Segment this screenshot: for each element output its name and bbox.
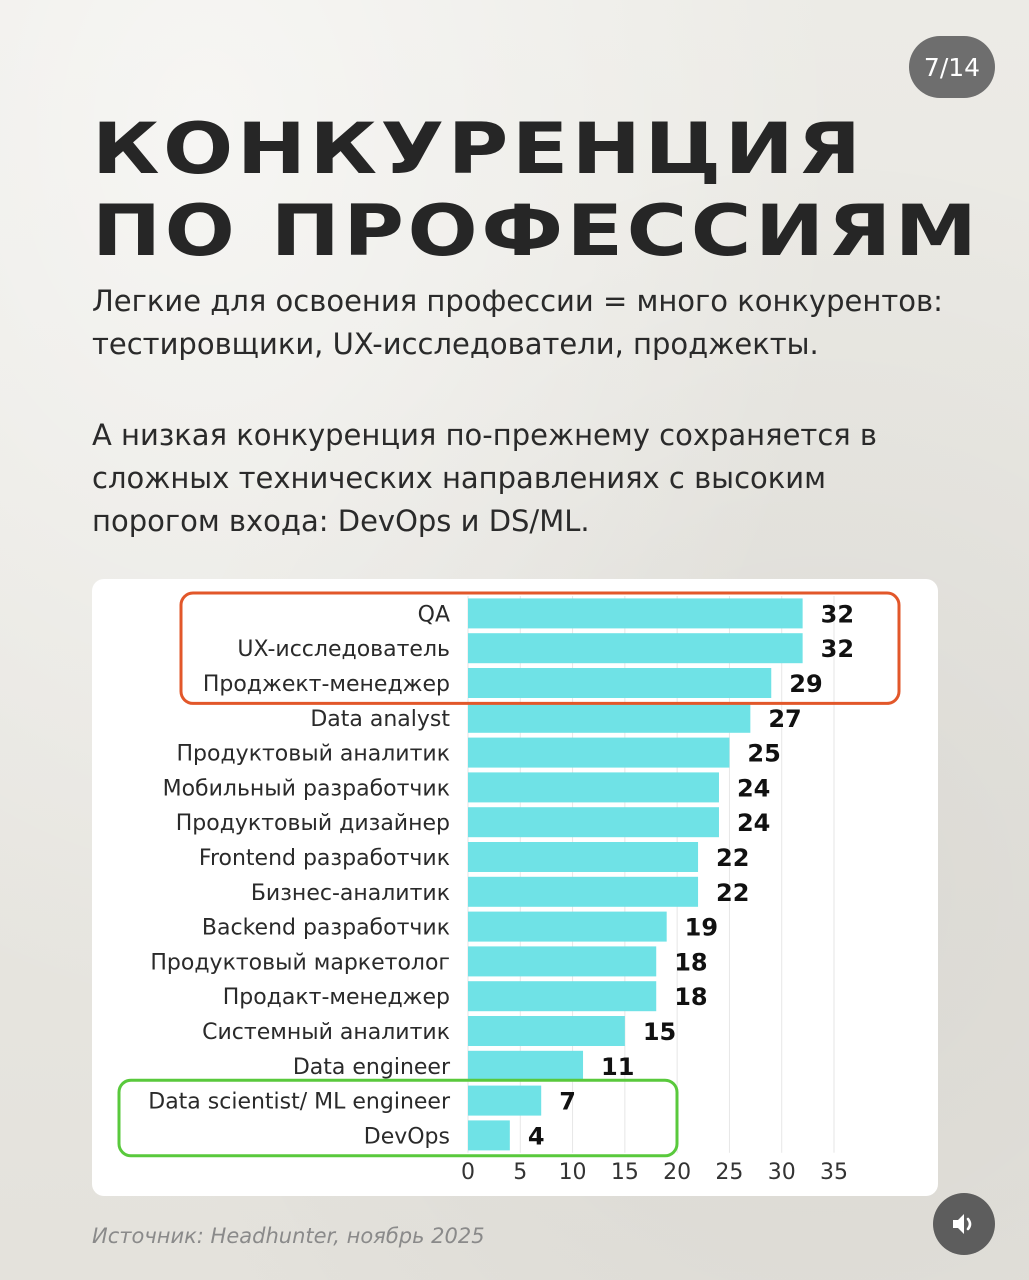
chart-card: QA 32 UX-исследователь 32 Проджект-менеджер 2… xyxy=(92,579,938,1196)
x-tick-label: 10 xyxy=(559,1160,587,1185)
value-label: 32 xyxy=(821,600,854,628)
sound-button[interactable] xyxy=(933,1193,995,1255)
value-label: 18 xyxy=(674,948,707,976)
detail-line-2: сложных технических направлениях с высок… xyxy=(92,461,827,495)
x-tick-label: 20 xyxy=(663,1160,691,1185)
value-label: 22 xyxy=(716,844,749,872)
bar xyxy=(468,1016,625,1046)
bar xyxy=(468,807,719,838)
value-label: 18 xyxy=(674,983,707,1011)
bar xyxy=(468,1085,542,1116)
bar xyxy=(468,946,657,977)
bar xyxy=(468,598,803,629)
detail-line-1: А низкая конкуренция по-прежнему сохраня… xyxy=(92,418,878,452)
value-label: 24 xyxy=(737,774,770,802)
bar xyxy=(468,876,699,907)
title-line-2: ПО ПРОФЕССИЯМ xyxy=(92,190,981,272)
value-label: 22 xyxy=(716,879,749,907)
bar xyxy=(468,668,772,698)
bar xyxy=(468,737,730,768)
category-label: Бизнес-аналитик xyxy=(251,881,450,906)
category-label: QA xyxy=(418,602,450,627)
category-label: Data analyst xyxy=(310,707,450,732)
category-label: Системный аналитик xyxy=(202,1020,450,1045)
detail-line-3: порогом входа: DevOps и DS/ML. xyxy=(92,504,590,538)
value-label: 19 xyxy=(685,914,718,942)
intro-paragraph: Легкие для освоения профессии = много ко… xyxy=(92,280,972,366)
source-caption: Источник: Headhunter, ноябрь 2025 xyxy=(92,1224,485,1248)
value-label: 29 xyxy=(789,670,822,698)
value-label: 7 xyxy=(559,1088,576,1116)
bar xyxy=(468,1120,510,1151)
page-title: КОНКУРЕНЦИЯ ПО ПРОФЕССИЯМ xyxy=(92,108,981,272)
value-label: 11 xyxy=(601,1053,634,1081)
value-label: 27 xyxy=(768,705,801,733)
value-label: 24 xyxy=(737,809,770,837)
category-label: Data scientist/ ML engineer xyxy=(148,1090,451,1115)
bar xyxy=(468,633,803,664)
value-label: 4 xyxy=(528,1122,545,1150)
x-tick-label: 15 xyxy=(611,1160,639,1185)
category-label: Проджект-менеджер xyxy=(203,672,450,697)
bar xyxy=(468,702,751,733)
x-tick-label: 25 xyxy=(715,1160,743,1185)
speaker-icon xyxy=(953,1214,972,1234)
category-label: DevOps xyxy=(364,1124,450,1149)
category-label: Продуктовый маркетолог xyxy=(150,950,450,975)
bar-chart: QA 32 UX-исследователь 32 Проджект-менеджер 2… xyxy=(117,591,901,1185)
category-label: Frontend разработчик xyxy=(199,846,450,871)
category-label: Мобильный разработчик xyxy=(163,776,450,801)
category-label: UX-исследователь xyxy=(237,637,450,662)
value-label: 25 xyxy=(747,740,780,768)
detail-paragraph: А низкая конкуренция по-прежнему сохраня… xyxy=(92,414,972,543)
x-tick-label: 5 xyxy=(513,1160,527,1185)
x-tick-label: 30 xyxy=(768,1160,796,1185)
value-label: 15 xyxy=(643,1018,676,1046)
x-tick-label: 35 xyxy=(820,1160,848,1185)
bar xyxy=(468,772,719,803)
category-label: Продуктовый аналитик xyxy=(177,742,451,767)
category-label: Продуктовый дизайнер xyxy=(176,811,450,836)
category-label: Продакт-менеджер xyxy=(223,985,450,1010)
intro-line-2: тестировщики, UX-исследователи, проджект… xyxy=(92,327,819,361)
category-label: Backend разработчик xyxy=(202,916,450,941)
title-line-1: КОНКУРЕНЦИЯ xyxy=(92,108,865,190)
highlight-box-high-competition xyxy=(179,591,901,705)
category-label: Data engineer xyxy=(293,1055,451,1080)
intro-line-1: Легкие для освоения профессии = много ко… xyxy=(92,284,943,318)
x-tick-label: 0 xyxy=(461,1160,475,1185)
page-counter: 7/14 xyxy=(909,36,995,98)
highlight-box-low-competition xyxy=(117,1078,679,1158)
bar xyxy=(468,842,699,872)
bar xyxy=(468,1050,584,1081)
bar xyxy=(468,911,667,942)
value-label: 32 xyxy=(821,635,854,663)
bar xyxy=(468,981,657,1012)
